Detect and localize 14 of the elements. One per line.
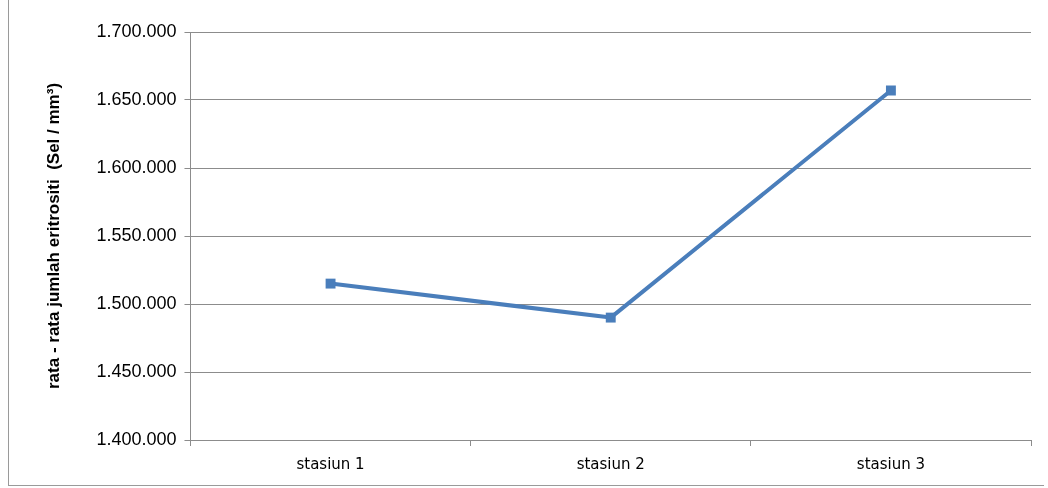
x-tick-label: stasiun 1 xyxy=(296,454,365,473)
x-tick-label: stasiun 2 xyxy=(576,454,645,473)
point xyxy=(605,312,616,323)
y-tick-label: 1.450.000 xyxy=(96,360,177,381)
y-tick-label: 1.700.000 xyxy=(96,20,177,41)
y-axis-title: rata - rata jumlah eritrositi (Sel / mm³) xyxy=(43,82,63,390)
y-tick-label: 1.600.000 xyxy=(96,156,177,177)
point xyxy=(325,278,336,289)
y-tick-label: 1.550.000 xyxy=(96,224,177,245)
point xyxy=(885,85,896,96)
y-tick-label: 1.400.000 xyxy=(96,428,177,449)
y-tick-label: 1.500.000 xyxy=(96,292,177,313)
x-tick-label: stasiun 3 xyxy=(856,454,926,473)
y-tick-label: 1.650.000 xyxy=(96,88,177,109)
